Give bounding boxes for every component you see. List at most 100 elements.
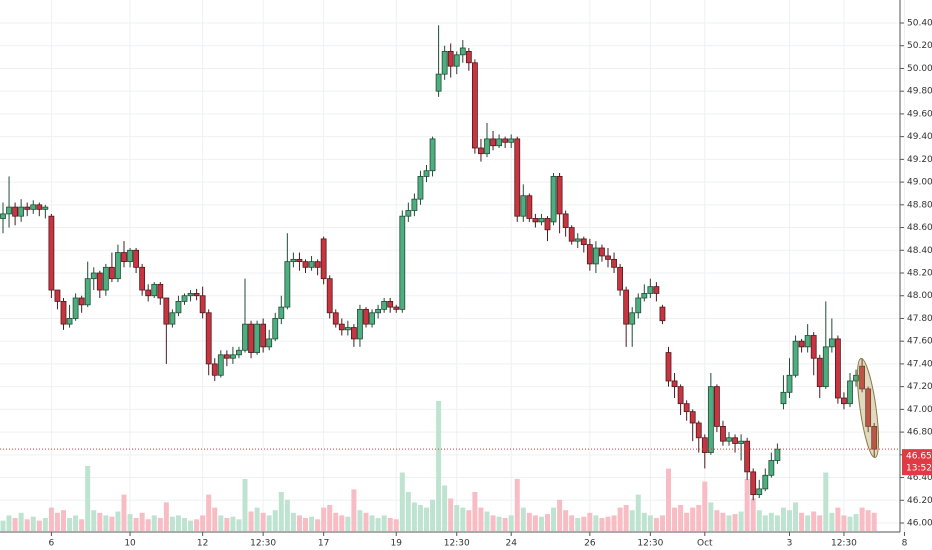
candle-body [139, 266, 146, 291]
volume-bar [188, 520, 194, 531]
volume-bar [502, 518, 508, 531]
volume-bar [454, 505, 460, 531]
y-tick-label: 48.00 [907, 291, 932, 301]
volume-bar [424, 507, 429, 531]
volume-bar [666, 468, 671, 531]
volume-bar [266, 515, 272, 531]
volume-bar [315, 519, 321, 531]
candle-body [865, 388, 872, 427]
candle-body [538, 218, 545, 223]
candle-body [163, 297, 170, 325]
candle-body [750, 471, 757, 495]
volume-bar [768, 512, 774, 531]
volume-bar [611, 515, 617, 531]
volume-bar [91, 510, 97, 531]
candle-body [465, 51, 472, 64]
volume-bar [61, 510, 66, 531]
volume-bar [303, 518, 308, 531]
candle-body [344, 327, 351, 331]
volume-bar [182, 518, 187, 531]
candle-body [42, 206, 49, 210]
candle-body [683, 403, 690, 413]
volume-bar [85, 466, 91, 531]
volume-bar [36, 520, 42, 531]
x-tick-label: 17 [318, 539, 329, 549]
candle-body [36, 204, 43, 210]
volume-bar [805, 515, 811, 531]
volume-bar [653, 518, 659, 531]
candle-body [822, 346, 829, 388]
volume-bar [163, 502, 169, 531]
volume-bar [411, 502, 417, 531]
candle-body [332, 312, 339, 325]
volume-bar [659, 515, 665, 531]
x-tick-label: 12:30 [637, 539, 663, 549]
volume-bar [430, 499, 436, 531]
volume-bar [532, 515, 538, 531]
volume-bar [793, 502, 799, 531]
countdown-label: 13:52 [906, 464, 932, 474]
candle-body [635, 297, 642, 314]
candle-body [623, 289, 630, 325]
candle-body [762, 474, 769, 490]
candle-body [599, 247, 605, 257]
volume-bar [823, 472, 829, 531]
volume-bar [762, 515, 768, 531]
candle-body [798, 340, 805, 348]
candle-body [157, 283, 164, 299]
x-tick-label: 12:30 [444, 539, 470, 549]
volume-bar [690, 507, 696, 531]
volume-bar [811, 511, 817, 531]
volume-bar [224, 518, 230, 531]
volume-bar [720, 512, 726, 531]
candle-body [0, 213, 6, 219]
volume-bar [617, 507, 623, 531]
volume-bar [629, 510, 635, 531]
volume-bar [496, 516, 502, 531]
candle-body [647, 286, 654, 294]
candle-body [302, 261, 309, 268]
volume-bar [587, 512, 593, 531]
y-tick-label: 46.40 [907, 473, 932, 483]
volume-bar [472, 492, 478, 531]
volume-bar [151, 515, 157, 531]
volume-bar [254, 507, 260, 531]
candle-body [109, 266, 115, 280]
volume-bar [0, 520, 6, 531]
candle-body [223, 354, 230, 359]
candle-body [786, 374, 793, 393]
candle-body [338, 323, 345, 331]
volume-bar [563, 510, 569, 531]
candle-body [60, 301, 67, 325]
candle-body [435, 73, 442, 92]
volume-bar [641, 512, 647, 531]
candle-body [236, 349, 242, 356]
candle-body [732, 437, 738, 444]
volume-bar [581, 516, 587, 531]
candle-body [447, 51, 454, 67]
x-tick-label: 10 [124, 539, 136, 549]
candle-body [695, 422, 702, 439]
y-tick-label: 46.00 [907, 519, 932, 529]
volume-bar [157, 518, 163, 531]
candle-body [115, 252, 121, 280]
candle-body [254, 323, 261, 353]
y-tick-label: 49.20 [907, 155, 932, 165]
candle-body [242, 323, 248, 351]
candle-body [320, 238, 327, 280]
volume-bar [702, 481, 708, 531]
candle-body [689, 411, 696, 424]
candle-body [54, 289, 61, 302]
vol-layer [0, 401, 877, 531]
volume-bar [218, 515, 224, 531]
candle-body [90, 272, 97, 280]
annotation-ellipse [856, 357, 880, 459]
candle-body [841, 397, 847, 405]
volume-bar [284, 499, 290, 531]
volume-bar [296, 515, 302, 531]
candle-body [369, 312, 375, 325]
candle-body [720, 426, 726, 442]
volume-bar [865, 510, 871, 531]
candle-body [181, 295, 188, 302]
volume-bar [738, 511, 744, 531]
